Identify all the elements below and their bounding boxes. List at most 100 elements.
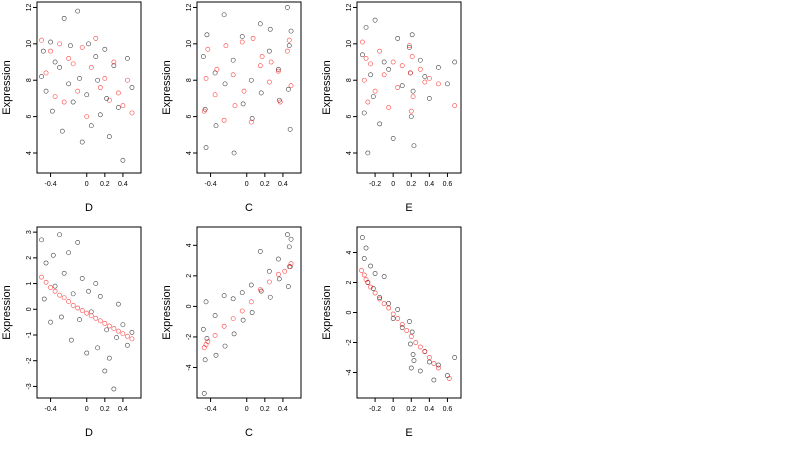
observed-point [200,326,206,332]
observed-point [276,276,282,282]
fitted-point [75,88,81,94]
observed-point [399,83,405,89]
observed-point [222,343,228,349]
x-tick-label: 0.2 [260,406,270,413]
observed-point [40,48,46,54]
observed-point [381,274,387,279]
fitted-point [377,48,383,54]
fitted-point [386,305,392,311]
fitted-point [372,290,378,296]
x-axis-label: C [245,202,253,214]
fitted-point [395,316,401,321]
observed-point [258,90,264,96]
fitted-point [386,105,392,110]
x-tick-label: -0.4 [45,181,57,188]
observed-series [360,235,458,383]
observed-point [249,116,255,121]
fitted-point [410,94,416,99]
observed-point [86,41,91,47]
observed-point [61,15,67,21]
x-tick-label: 0.4 [424,406,434,413]
observed-point [431,377,437,383]
y-axis-label: Expression [321,285,333,339]
x-tick-label: -0.4 [205,406,217,413]
observed-point [79,139,85,145]
fitted-point [79,45,85,50]
y-tick-label: 8 [26,78,33,82]
fitted-point [275,68,281,74]
x-tick-label: -0.2 [369,406,381,413]
fitted-point [61,295,67,301]
observed-point [267,294,273,300]
observed-point [410,88,416,94]
fitted-point [408,108,414,114]
x-axis-label: E [405,202,412,214]
fitted-point [359,268,364,273]
fitted-point [268,59,274,65]
observed-point [368,263,373,269]
x-tick-label: 0 [245,406,249,413]
fitted-point [102,321,108,326]
fitted-point [282,268,288,274]
plot-frame [196,226,302,399]
fitted-point [288,83,294,89]
y-tick-label: 0 [346,310,353,314]
observed-point [39,74,44,79]
observed-point [204,336,210,341]
fitted-point [97,318,103,324]
observed-point [399,325,405,330]
observed-point [95,77,100,83]
observed-point [407,45,412,50]
observed-point [106,134,112,140]
observed-point [48,319,53,325]
fitted-point [230,316,236,322]
fitted-point [111,326,117,331]
observed-series [39,8,135,163]
fitted-series [360,39,458,114]
observed-point [390,316,396,321]
y-tick-label: 4 [186,243,193,247]
observed-point [50,252,56,258]
x-tick-label: -0.4 [205,181,217,188]
fitted-series [359,268,452,381]
observed-point [407,341,413,347]
scatter-panel-4: -0.4 0 0.2 0.4 -3 -2 -1 0 1 2 3 D Expression [1,226,142,439]
observed-point [365,150,371,156]
fitted-point [120,331,126,337]
observed-point [287,126,293,132]
x-axis-label: C [245,427,253,439]
fitted-point [408,334,414,339]
observed-point [239,290,245,296]
observed-point [129,330,135,335]
y-tick-label: 8 [346,78,353,82]
fitted-point [88,65,94,70]
fitted-point [232,103,238,109]
fitted-point [223,43,229,49]
observed-point [203,299,209,305]
observed-point [68,337,74,343]
observed-point [240,317,246,323]
observed-point [372,17,378,23]
x-tick-label: 0.2 [100,406,110,413]
fitted-point [426,355,432,360]
fitted-point [363,55,369,61]
observed-point [43,88,49,94]
observed-point [61,270,67,276]
observed-point [75,8,81,14]
observed-point [52,283,58,289]
observed-point [88,123,94,129]
scatter-panel-5: -0.4 0 0.2 0.4 -4 -2 0 2 4 C Expression [161,226,302,439]
x-tick-label: 0.4 [278,181,288,188]
y-tick-label: 12 [26,3,33,11]
fitted-point [275,271,281,277]
observed-point [368,72,373,78]
observed-point [407,319,412,324]
y-tick-label: -4 [346,369,353,375]
y-tick-label: 3 [26,230,33,234]
observed-point [426,96,432,101]
fitted-point [239,308,245,314]
fitted-point [52,94,58,99]
observed-point [77,76,82,81]
observed-point [360,52,365,58]
